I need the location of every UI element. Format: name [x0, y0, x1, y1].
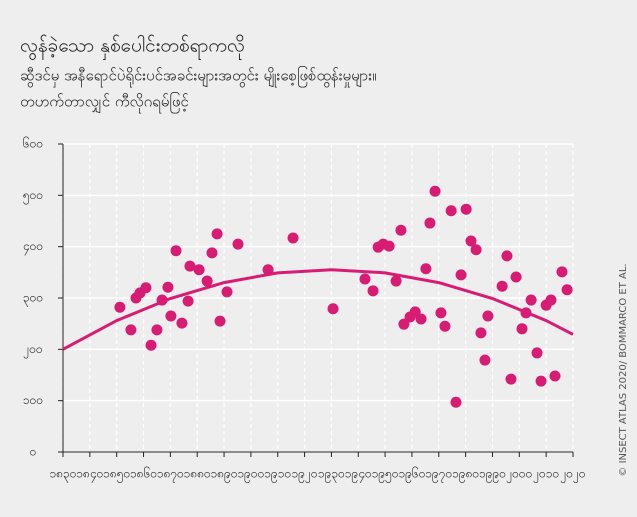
point: [516, 323, 528, 335]
trend-line: [62, 268, 574, 351]
point: [465, 235, 477, 247]
y-tick-label: ၄၀၀: [23, 239, 43, 256]
point: [184, 260, 196, 272]
point: [140, 282, 152, 294]
credit: © INSECT ATLAS 2020/ BOMMARCO ET AL.: [618, 263, 629, 476]
point: [170, 245, 182, 257]
point: [287, 232, 299, 244]
y-tick-label: ၃၀၀: [23, 291, 43, 308]
x-tick-label: ၁၈၅၀: [103, 467, 130, 484]
point: [221, 286, 233, 298]
x-tick-label: ၁၉၆၀: [398, 466, 425, 484]
point: [162, 281, 174, 293]
y-tick-label: ၂၀၀: [23, 342, 42, 359]
point: [395, 224, 407, 236]
point: [439, 320, 451, 332]
point: [460, 203, 472, 215]
point: [214, 315, 226, 327]
point: [182, 295, 194, 307]
chart-subtitle: ဆွီဒင်မှ အနီရောင်ပဲရိုင်းပင်အခင်းများအတွ…: [20, 66, 377, 88]
point: [367, 285, 379, 297]
point: [470, 244, 482, 256]
point: [125, 324, 137, 336]
x-tick-label: ၁၉၈၀: [452, 467, 479, 484]
point: [327, 303, 339, 315]
point: [531, 347, 543, 359]
point: [165, 310, 177, 322]
x-tick-label: ၁၉၁၀: [264, 467, 291, 484]
x-tick-label: ၂၀၀၀: [506, 467, 532, 484]
x-tick-label: ၁၉၄၀: [345, 467, 372, 484]
x-tick-label: ၁၉၉၀: [479, 467, 506, 484]
point: [479, 354, 491, 366]
x-tick-label: ၁၉၃၀: [318, 467, 345, 484]
y-tick-label: ၀: [30, 445, 37, 459]
x-tick-label: ၁၉၇၀: [425, 467, 452, 484]
point: [420, 263, 432, 275]
point: [415, 313, 427, 325]
point: [505, 373, 517, 385]
x-tick-label: ၁၈၈၀: [184, 467, 211, 481]
point: [262, 264, 274, 276]
point: [390, 275, 402, 287]
point: [359, 273, 371, 285]
chart-title: လွန်ခဲ့သော နှစ်ပေါင်းတစ်ရာကလို: [20, 34, 245, 61]
x-tick-label: ၂၀၁၀: [533, 467, 559, 484]
point: [501, 250, 513, 262]
y-tick-label: ၆၀၀: [23, 136, 43, 151]
point: [445, 205, 457, 217]
point: [525, 294, 537, 306]
point: [114, 301, 126, 313]
point: [429, 185, 441, 197]
x-tick-label: ၁၈၄၀: [76, 467, 103, 484]
x-tick-label: ၁၈၆၀: [130, 466, 157, 481]
y-tick-label: ၁၀၀: [23, 393, 43, 407]
point: [455, 269, 467, 281]
point: [151, 324, 163, 336]
x-tick-label: ၁၈၃၀: [49, 467, 76, 484]
point: [475, 327, 487, 339]
point: [496, 280, 508, 292]
point: [176, 317, 188, 329]
point: [510, 271, 522, 283]
point: [206, 247, 218, 259]
point: [450, 396, 462, 408]
x-tick-label: ၁၉၅၀: [372, 467, 399, 484]
point: [193, 264, 205, 276]
x-tick-label: ၁၉၂၀: [292, 467, 318, 484]
point: [232, 238, 244, 250]
point: [535, 375, 547, 387]
point: [398, 318, 410, 330]
point: [211, 228, 223, 240]
point: [556, 266, 568, 278]
point: [383, 240, 395, 252]
point: [435, 307, 447, 319]
point: [561, 284, 573, 296]
point: [201, 275, 213, 287]
x-tick-label: ၁၈၇၀: [157, 467, 184, 484]
y-tick-label: ၅၀၀: [23, 188, 43, 205]
point: [424, 217, 436, 229]
x-tick-label: ၁၈၉၀: [210, 467, 237, 484]
chart-subtitle: တဟက်တာလျှင် ကီလိုဂရမ်ဖြင့်: [20, 92, 189, 114]
x-tick-label: ၁၉၀၀: [237, 467, 264, 484]
point: [545, 294, 557, 306]
point: [145, 339, 157, 351]
point: [549, 370, 561, 382]
x-tick-label: ၂၀၂၀: [560, 467, 585, 484]
point: [482, 310, 494, 322]
